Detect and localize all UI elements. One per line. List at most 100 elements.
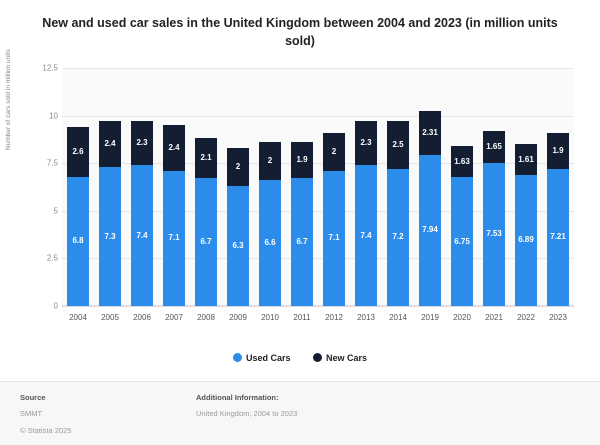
x-tick-label: 2006 <box>133 313 151 322</box>
gridline-5 <box>62 210 574 212</box>
bar-segment-new[interactable]: 2.3 <box>355 121 377 166</box>
bar-segment-new[interactable]: 2.1 <box>195 138 217 179</box>
bar-value-label-used: 6.89 <box>518 235 534 245</box>
bar-value-label-used: 6.75 <box>454 236 470 246</box>
bar-segment-new[interactable]: 2 <box>227 147 249 187</box>
plot-area: 6.8 2.6 7.3 2.4 7.4 2.3 7.1 2.4 6.7 2.1 6.3 2 6.6 2 6.… <box>62 68 574 306</box>
y-tick-4: 10 <box>49 111 58 121</box>
bar-value-label-used: 7.1 <box>328 233 340 243</box>
bar-segment-used[interactable]: 6.6 <box>259 180 281 306</box>
bar-value-label-used: 7.53 <box>486 229 502 239</box>
bar-segment-new[interactable]: 1.9 <box>547 132 569 169</box>
x-tick-label: 2011 <box>293 313 311 322</box>
bar-segment-used[interactable]: 6.3 <box>227 186 249 306</box>
bar-column[interactable]: 7.1 2.4 <box>163 125 185 306</box>
bar-value-label-used: 6.8 <box>72 236 84 246</box>
footer-source-block: Source SMMT <box>20 393 180 419</box>
x-tick-label: 2012 <box>325 313 343 322</box>
bar-segment-used[interactable]: 7.4 <box>355 165 377 306</box>
bar-value-label-new: 1.63 <box>454 156 470 166</box>
bar-segment-new[interactable]: 2 <box>323 132 345 171</box>
bar-segment-used[interactable]: 6.7 <box>195 178 217 306</box>
bar-column[interactable]: 7.4 2.3 <box>131 121 153 306</box>
bar-segment-used[interactable]: 7.53 <box>483 162 505 306</box>
legend-item-new[interactable]: New Cars <box>313 352 367 363</box>
x-tick-label: 2019 <box>421 313 439 322</box>
source-value[interactable]: SMMT <box>20 409 43 418</box>
x-tick-label: 2014 <box>389 313 407 322</box>
x-tick-label: 2013 <box>357 313 375 322</box>
bar-value-label-new: 2.6 <box>72 146 84 156</box>
chart-legend: Used Cars New Cars <box>0 352 600 363</box>
bar-value-label-used: 6.3 <box>232 241 244 251</box>
bar-column[interactable]: 6.8 2.6 <box>67 127 89 306</box>
bar-value-label-new: 2.31 <box>422 127 438 137</box>
bar-value-label-used: 6.6 <box>264 238 276 248</box>
footer: Source SMMT Additional Information: Unit… <box>0 382 600 445</box>
bar-column[interactable]: 7.2 2.5 <box>387 121 409 306</box>
y-tick-0: 0 <box>53 301 58 311</box>
x-tick-label: 2022 <box>517 313 535 322</box>
bar-value-label-new: 2.1 <box>200 153 212 163</box>
bar-segment-used[interactable]: 7.94 <box>419 154 441 306</box>
bar-column[interactable]: 6.7 1.9 <box>291 142 313 306</box>
bar-segment-used[interactable]: 6.75 <box>451 177 473 306</box>
bar-column[interactable]: 6.89 1.61 <box>515 144 537 306</box>
bar-segment-used[interactable]: 7.3 <box>99 167 121 306</box>
bar-column[interactable]: 7.1 2 <box>323 132 345 306</box>
bar-column[interactable]: 6.3 2 <box>227 147 249 306</box>
bar-segment-used[interactable]: 6.89 <box>515 174 537 306</box>
bar-segment-used[interactable]: 7.2 <box>387 168 409 306</box>
bar-column[interactable]: 6.6 2 <box>259 142 281 306</box>
bar-value-label-used: 7.2 <box>392 232 404 242</box>
bar-segment-used[interactable]: 7.4 <box>131 165 153 306</box>
source-heading: Source <box>20 393 46 402</box>
bar-column[interactable]: 6.7 2.1 <box>195 138 217 306</box>
legend-dot-used-icon <box>232 352 242 362</box>
legend-item-used[interactable]: Used Cars <box>232 352 290 363</box>
bar-segment-new[interactable]: 1.9 <box>291 142 313 179</box>
bar-value-label-new: 1.65 <box>486 141 502 151</box>
gridline-0 <box>62 305 574 306</box>
x-tick-label: 2021 <box>485 313 503 322</box>
bar-segment-new[interactable]: 2.6 <box>67 127 89 177</box>
bar-column[interactable]: 7.21 1.9 <box>547 132 569 306</box>
bar-segment-new[interactable]: 1.61 <box>515 144 537 175</box>
bar-segment-used[interactable]: 6.8 <box>67 176 89 306</box>
chart-title: New and used car sales in the United Kin… <box>42 16 558 48</box>
bar-column[interactable]: 7.94 2.31 <box>419 110 441 306</box>
bar-value-label-used: 7.1 <box>168 233 180 243</box>
bar-value-label-used: 7.4 <box>136 230 148 240</box>
bar-value-label-used: 6.7 <box>296 237 308 247</box>
bar-segment-new[interactable]: 2.4 <box>99 121 121 168</box>
bar-segment-new[interactable]: 2.4 <box>163 125 185 171</box>
bar-value-label-new: 2.4 <box>168 142 180 152</box>
bar-group: 6.8 2.6 7.3 2.4 7.4 2.3 7.1 2.4 6.7 2.1 6.3 2 6.6 2 6.… <box>62 68 574 306</box>
bar-value-label-used: 7.4 <box>360 230 372 240</box>
bar-value-label-new: 2.3 <box>360 138 372 148</box>
bar-segment-new[interactable]: 2.31 <box>419 110 441 155</box>
bar-segment-new[interactable]: 1.65 <box>483 131 505 163</box>
x-tick-label: 2020 <box>453 313 471 322</box>
copyright-text: © Statista 2025 <box>20 426 72 435</box>
bar-column[interactable]: 7.53 1.65 <box>483 131 505 306</box>
bar-segment-used[interactable]: 7.1 <box>163 170 185 306</box>
bar-value-label-used: 7.21 <box>550 232 566 242</box>
bar-value-label-new: 2.4 <box>104 139 116 149</box>
bar-value-label-used: 7.94 <box>422 225 438 235</box>
bar-segment-new[interactable]: 2 <box>259 142 281 181</box>
gridline-12.5 <box>62 68 574 69</box>
bar-column[interactable]: 6.75 1.63 <box>451 146 473 306</box>
bar-value-label-new: 2 <box>235 162 241 172</box>
gridline-10 <box>62 115 574 117</box>
bar-segment-used[interactable]: 7.1 <box>323 170 345 306</box>
bar-value-label-new: 2 <box>331 146 337 156</box>
bar-column[interactable]: 7.4 2.3 <box>355 121 377 306</box>
bar-segment-new[interactable]: 1.63 <box>451 146 473 178</box>
bar-segment-used[interactable]: 7.21 <box>547 168 569 306</box>
bar-segment-used[interactable]: 6.7 <box>291 178 313 306</box>
bar-column[interactable]: 7.3 2.4 <box>99 121 121 306</box>
gridline-7.5 <box>62 163 574 165</box>
bar-segment-new[interactable]: 2.3 <box>131 121 153 166</box>
bar-segment-new[interactable]: 2.5 <box>387 121 409 169</box>
